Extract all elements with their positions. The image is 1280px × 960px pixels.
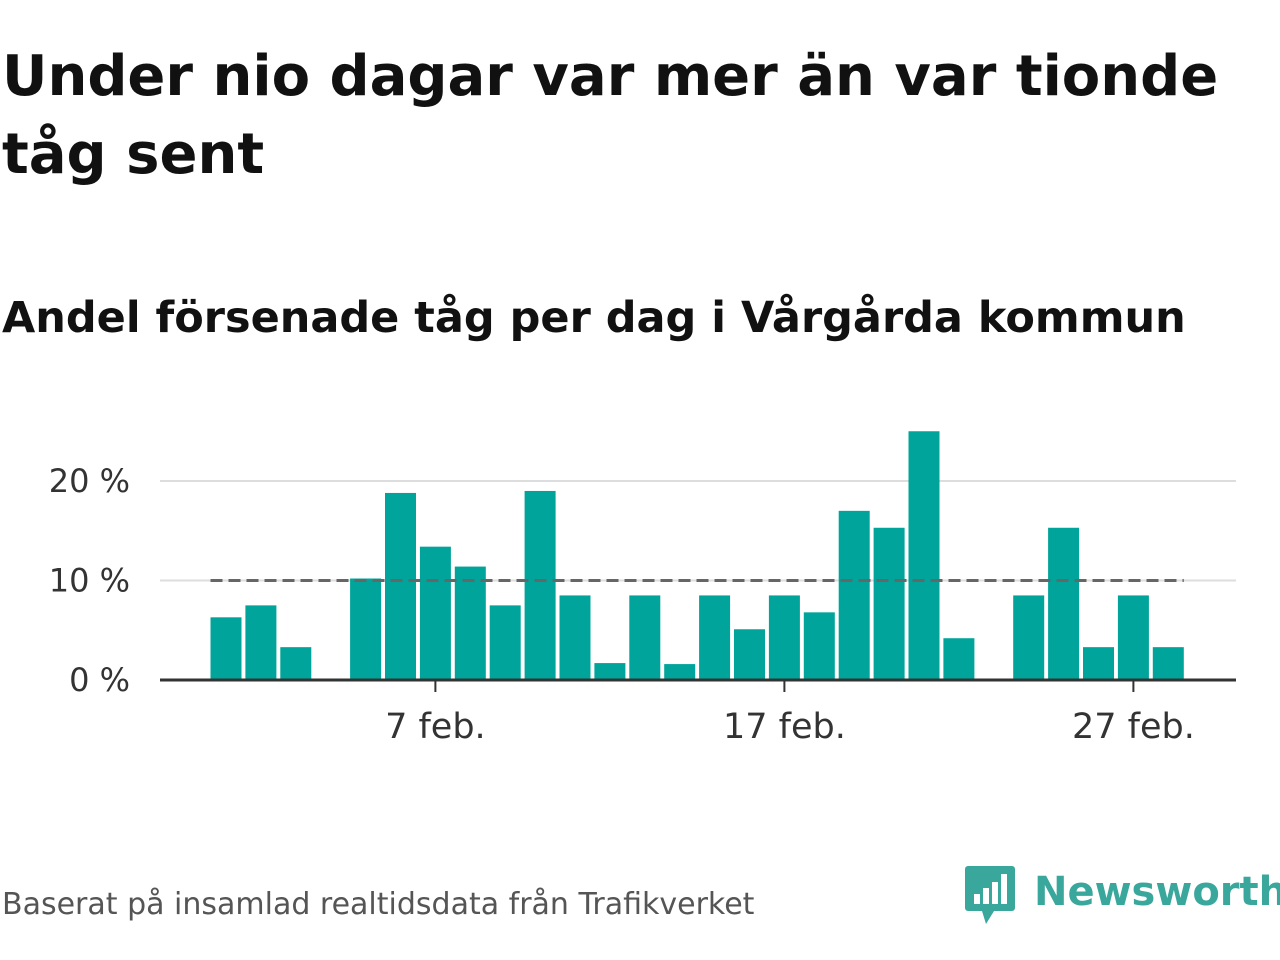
bar <box>629 595 661 680</box>
bar <box>350 578 382 680</box>
bar <box>1048 527 1080 680</box>
bar <box>1152 647 1184 680</box>
bar <box>1013 595 1045 680</box>
y-tick-label: 10 % <box>49 562 130 600</box>
bar <box>699 595 731 680</box>
bar <box>873 527 905 680</box>
bar <box>524 490 556 680</box>
bar <box>280 647 312 680</box>
brand-logo: Newsworthy <box>964 862 1280 928</box>
bar <box>210 617 242 680</box>
bar <box>559 595 591 680</box>
bar <box>489 605 521 680</box>
bar <box>245 605 277 680</box>
bar <box>385 492 416 680</box>
bar <box>908 431 940 680</box>
bar <box>768 595 800 680</box>
bar <box>734 629 765 680</box>
source-note: Baserat på insamlad realtidsdata från Tr… <box>2 887 755 922</box>
axes: 0 % 10 % 20 % 7 feb. 17 feb. 27 feb. <box>49 462 1236 747</box>
chart-subtitle: Andel försenade tåg per dag i Vårgårda k… <box>2 293 1186 343</box>
bar <box>664 664 696 680</box>
x-tick-label: 7 feb. <box>385 707 486 747</box>
bar <box>838 510 870 680</box>
bar <box>803 612 835 680</box>
y-tick-label: 0 % <box>69 661 130 699</box>
bar <box>943 638 975 680</box>
newsworthy-logo-icon <box>965 866 1015 924</box>
bar <box>594 663 626 680</box>
bar <box>454 566 486 680</box>
brand-name: Newsworthy <box>1034 869 1280 915</box>
chart-title: Under nio dagar var mer än var tionde tå… <box>2 44 1219 187</box>
bar <box>419 546 451 680</box>
x-tick-label: 17 feb. <box>723 707 846 747</box>
bars <box>210 431 1184 680</box>
bar-chart: 0 % 10 % 20 % 7 feb. 17 feb. 27 feb. <box>49 431 1236 747</box>
y-tick-label: 20 % <box>49 462 130 500</box>
bar <box>1083 647 1114 680</box>
bar <box>1117 595 1149 680</box>
x-tick-label: 27 feb. <box>1072 707 1195 747</box>
